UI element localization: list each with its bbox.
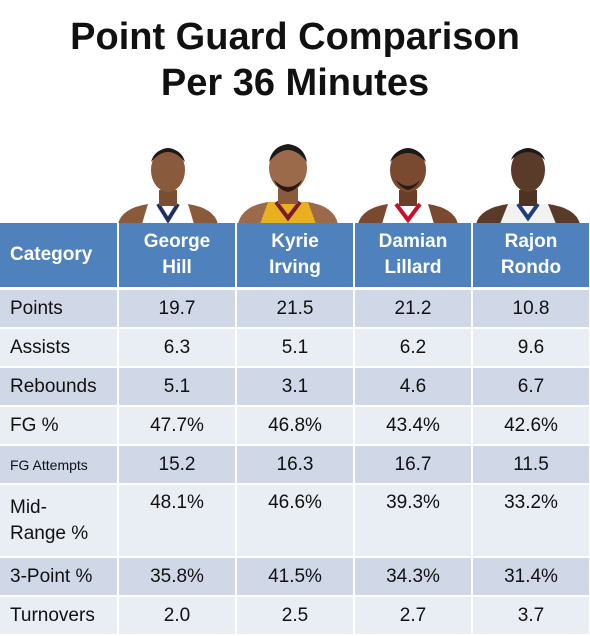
header-player-kyrie-irving: Kyrie Irving [236, 223, 355, 290]
header-category: Category [0, 223, 119, 290]
table-cell: 46.6% [236, 484, 355, 558]
row-label: Assists [0, 328, 119, 368]
table-cell: 5.1 [118, 367, 237, 407]
table-cell: 6.7 [472, 367, 590, 407]
player-photo-rajon-rondo [472, 140, 584, 224]
player-last-name: Lillard [384, 257, 442, 278]
table-cell: 15.2 [118, 445, 237, 485]
table-cell: 3.1 [236, 367, 355, 407]
player-photo-george-hill [112, 140, 224, 224]
table-cell: 5.1 [236, 328, 355, 368]
table-cell: 43.4% [354, 406, 473, 446]
player-last-name: Irving [269, 257, 321, 278]
player-photos [0, 140, 590, 224]
title-line-1: Point Guard Comparison [70, 16, 520, 58]
table-cell: 47.7% [118, 406, 237, 446]
table-row-fg-attempts: FG Attempts 15.2 16.3 16.7 11.5 [0, 445, 590, 485]
player-last-name: Hill [162, 257, 192, 278]
table-cell: 19.7 [118, 288, 237, 329]
table-cell: 6.3 [118, 328, 237, 368]
table-row-turnovers: Turnovers 2.0 2.5 2.7 3.7 [0, 596, 590, 636]
header-player-rajon-rondo: Rajon Rondo [472, 223, 590, 290]
player-first-name: Rajon [504, 231, 558, 252]
header-player-damian-lillard: Damian Lillard [354, 223, 473, 290]
row-label: FG % [0, 406, 119, 446]
row-label: Turnovers [0, 596, 119, 636]
table-cell: 2.7 [354, 596, 473, 636]
row-label: Mid- Range % [0, 484, 119, 558]
comparison-table: Category George Hill Kyrie Irving Damian… [0, 223, 590, 636]
row-label: FG Attempts [0, 445, 119, 485]
table-row-mid-range-pct: Mid- Range % 48.1% 46.6% 39.3% 33.2% [0, 484, 590, 558]
row-label-line-1: Mid- [10, 496, 47, 518]
table-cell: 41.5% [236, 557, 355, 597]
player-photo-damian-lillard [352, 140, 464, 224]
table-cell: 2.0 [118, 596, 237, 636]
table-cell: 39.3% [354, 484, 473, 558]
table-cell: 21.5 [236, 288, 355, 329]
page-title: Point Guard Comparison Per 36 Minutes [0, 14, 590, 106]
table-cell: 31.4% [472, 557, 590, 597]
table-cell: 10.8 [472, 288, 590, 329]
table-row-points: Points 19.7 21.5 21.2 10.8 [0, 288, 590, 329]
player-last-name: Rondo [500, 257, 562, 278]
table-cell: 4.6 [354, 367, 473, 407]
row-label: Points [0, 288, 119, 329]
player-first-name: Damian [378, 231, 448, 252]
table-cell: 16.3 [236, 445, 355, 485]
table-cell: 35.8% [118, 557, 237, 597]
table-row-3-point-pct: 3-Point % 35.8% 41.5% 34.3% 31.4% [0, 557, 590, 597]
table-cell: 9.6 [472, 328, 590, 368]
table-row-assists: Assists 6.3 5.1 6.2 9.6 [0, 328, 590, 368]
table-cell: 6.2 [354, 328, 473, 368]
table-cell: 21.2 [354, 288, 473, 329]
row-label-line-2: Range % [10, 522, 89, 544]
table-cell: 48.1% [118, 484, 237, 558]
title-line-2: Per 36 Minutes [160, 62, 430, 104]
header-player-george-hill: George Hill [118, 223, 237, 290]
table-cell: 3.7 [472, 596, 590, 636]
player-first-name: George [143, 231, 211, 252]
player-photo-kyrie-irving [232, 140, 344, 224]
row-label: 3-Point % [0, 557, 119, 597]
table-cell: 46.8% [236, 406, 355, 446]
player-first-name: Kyrie [271, 231, 319, 252]
table-row-rebounds: Rebounds 5.1 3.1 4.6 6.7 [0, 367, 590, 407]
table-cell: 2.5 [236, 596, 355, 636]
table-cell: 42.6% [472, 406, 590, 446]
table-cell: 16.7 [354, 445, 473, 485]
table-cell: 34.3% [354, 557, 473, 597]
table-header-row: Category George Hill Kyrie Irving Damian… [0, 223, 590, 290]
table-row-fg-pct: FG % 47.7% 46.8% 43.4% 42.6% [0, 406, 590, 446]
table-cell: 11.5 [472, 445, 590, 485]
row-label: Rebounds [0, 367, 119, 407]
table-cell: 33.2% [472, 484, 590, 558]
